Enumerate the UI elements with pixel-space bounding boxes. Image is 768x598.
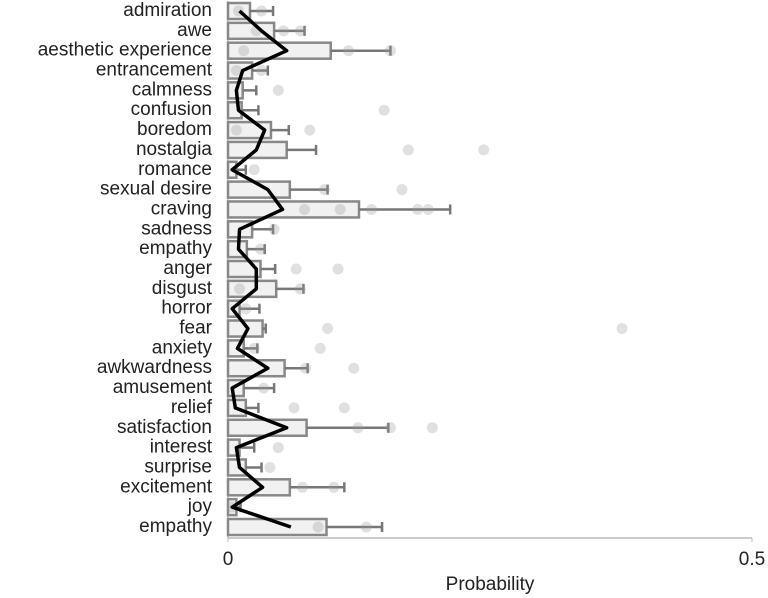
data-point bbox=[248, 164, 260, 176]
data-point bbox=[328, 481, 340, 493]
data-point bbox=[422, 203, 434, 215]
y-tick-label: empathy bbox=[139, 238, 212, 259]
bar bbox=[226, 478, 292, 497]
bar bbox=[226, 418, 308, 438]
data-point bbox=[314, 342, 326, 354]
data-point bbox=[366, 203, 378, 215]
data-point bbox=[278, 25, 290, 37]
y-tick-label: entrancement bbox=[96, 60, 213, 81]
y-tick-label: boredom bbox=[137, 119, 212, 140]
data-point bbox=[238, 45, 250, 57]
data-point bbox=[378, 104, 390, 116]
data-point bbox=[254, 243, 266, 255]
data-point bbox=[256, 5, 268, 17]
y-tick-label: confusion bbox=[131, 99, 212, 120]
y-tick-label: interest bbox=[150, 437, 213, 458]
data-point bbox=[299, 203, 311, 215]
y-tick-label: calmness bbox=[132, 79, 212, 100]
data-point bbox=[272, 442, 284, 454]
y-tick-label: satisfaction bbox=[117, 417, 212, 438]
data-point bbox=[312, 521, 324, 533]
y-tick-label: romance bbox=[138, 159, 212, 180]
x-tick-label: 0 bbox=[223, 549, 234, 570]
y-tick-label: joy bbox=[187, 496, 213, 517]
data-point bbox=[294, 25, 306, 37]
data-point bbox=[290, 263, 302, 275]
y-tick-label: sadness bbox=[141, 218, 212, 239]
data-point bbox=[402, 144, 414, 156]
data-point bbox=[304, 124, 316, 136]
data-point bbox=[334, 203, 346, 215]
data-point bbox=[296, 481, 308, 493]
data-point bbox=[256, 65, 268, 77]
data-point bbox=[478, 144, 490, 156]
data-point bbox=[288, 402, 300, 414]
data-point bbox=[264, 461, 276, 473]
data-point bbox=[412, 203, 424, 215]
y-tick-label: disgust bbox=[152, 278, 213, 299]
y-tick-label: sexual desire bbox=[100, 179, 212, 200]
data-point bbox=[338, 402, 350, 414]
data-point bbox=[240, 303, 252, 315]
x-axis-label: Probability bbox=[446, 574, 535, 595]
data-point bbox=[348, 362, 360, 374]
data-point bbox=[248, 342, 260, 354]
y-tick-label: craving bbox=[151, 198, 212, 219]
data-point bbox=[318, 184, 330, 196]
data-point bbox=[268, 223, 280, 235]
y-tick-label: excitement bbox=[120, 476, 213, 497]
data-point bbox=[258, 382, 270, 394]
y-tick-label: admiration bbox=[123, 0, 212, 21]
y-tick-label: awe bbox=[177, 20, 212, 41]
data-point bbox=[322, 323, 334, 335]
data-point bbox=[384, 45, 396, 57]
data-point bbox=[230, 65, 242, 77]
data-point bbox=[384, 422, 396, 434]
data-point bbox=[426, 422, 438, 434]
y-tick-label: anxiety bbox=[152, 337, 213, 358]
data-point bbox=[343, 45, 355, 57]
data-point bbox=[272, 84, 284, 96]
data-point bbox=[352, 422, 364, 434]
data-point bbox=[294, 283, 306, 295]
x-tick-label: 0.5 bbox=[739, 549, 765, 570]
y-tick-label: aesthetic experience bbox=[38, 40, 212, 61]
y-tick-label: relief bbox=[171, 397, 213, 418]
y-tick-label: surprise bbox=[144, 456, 212, 477]
data-point bbox=[332, 263, 344, 275]
y-tick-label: empathy bbox=[139, 516, 212, 537]
data-point bbox=[360, 521, 372, 533]
mean-line bbox=[230, 9, 292, 529]
y-tick-label: awkwardness bbox=[97, 357, 212, 378]
data-point bbox=[616, 323, 628, 335]
y-tick-label: horror bbox=[161, 298, 212, 319]
data-point bbox=[300, 362, 312, 374]
y-tick-label: nostalgia bbox=[136, 139, 212, 160]
y-tick-label: fear bbox=[179, 318, 212, 339]
data-point bbox=[396, 184, 408, 196]
y-tick-label: anger bbox=[163, 258, 212, 279]
data-point bbox=[234, 283, 246, 295]
y-tick-label: amusement bbox=[113, 377, 213, 398]
data-point bbox=[230, 124, 242, 136]
